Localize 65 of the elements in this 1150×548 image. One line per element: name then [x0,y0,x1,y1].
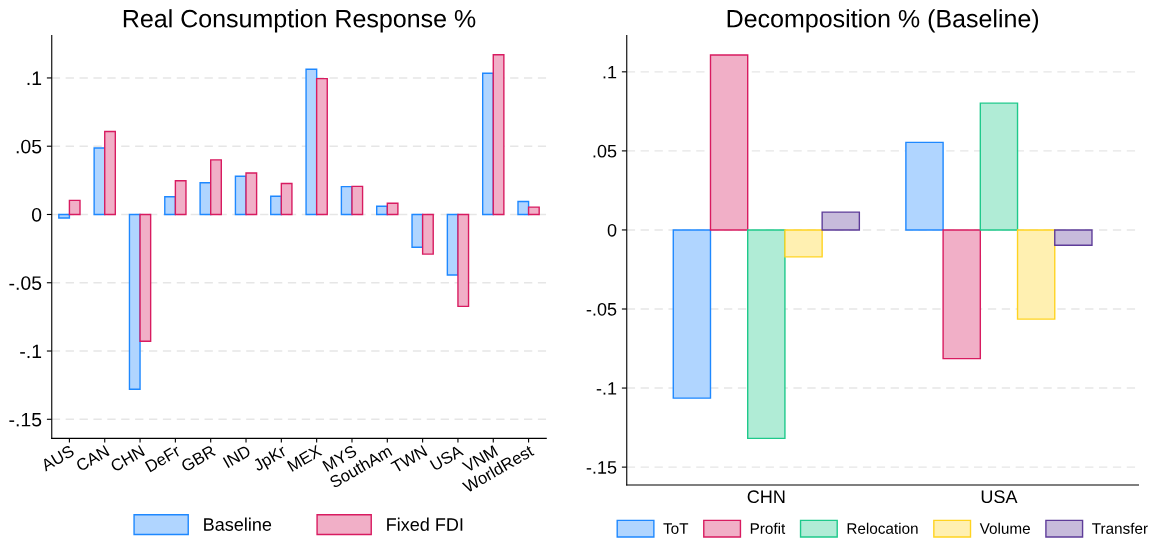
bar [93,147,106,216]
bar [457,213,470,308]
chart-title: Real Consumption Response % [123,9,476,33]
y-tick-label: -.05 [586,302,617,316]
x-tick-label: CAN [75,445,110,472]
y-tick-label: -.05 [9,276,42,290]
bar [164,196,177,216]
legend-label: Relocation [847,522,918,534]
x-tick-label: USA [981,490,1018,504]
bar [492,54,505,216]
legend-label: Transfer [1092,522,1148,534]
legend-label: Volume [979,522,1030,534]
bar [942,229,982,360]
bar [821,211,861,231]
y-tick-label: .05 [16,139,42,154]
bar [672,229,712,399]
bar [517,200,530,216]
bar [104,130,117,216]
bar [481,72,494,216]
bar [421,213,434,255]
bar [747,229,786,440]
chart-title: Decomposition % (Baseline) [727,9,1039,33]
y-tick-label: 0 [607,223,617,237]
x-tick-label: AUS [39,444,75,472]
bar [1054,229,1093,246]
bar [68,199,81,216]
y-tick-label: -.1 [20,344,42,359]
y-tick-label: .1 [603,65,617,79]
bar [305,68,318,216]
bar [199,182,212,216]
legend-label: Profit [750,522,786,534]
y-tick-label: .1 [27,71,42,85]
x-tick-label: TWN [390,445,428,474]
bar [709,54,749,231]
x-tick-label: IND [222,444,252,468]
y-tick-label: .05 [593,144,617,158]
bar [784,229,823,258]
bar [979,102,1019,231]
bar [210,159,222,216]
x-tick-label: USA [429,444,465,472]
bar [905,141,944,231]
bar [351,185,364,216]
bar [411,213,424,248]
legend-label: Fixed FDI [387,517,463,531]
bar [315,77,328,216]
x-tick-label: MEX [286,444,323,472]
x-tick-label: GBR [180,444,217,473]
legend-label: ToT [663,523,689,534]
legend-label: Baseline [204,517,272,531]
x-tick-label: CHN [747,490,785,504]
bar [270,195,283,216]
y-tick-label: 0 [31,207,42,222]
y-tick-label: -.15 [9,412,42,427]
bar [527,206,540,216]
x-tick-label: DeFr [144,444,182,473]
bar [174,180,187,216]
bar [139,213,152,342]
bar [1016,229,1056,320]
y-tick-label: -.1 [596,382,617,395]
bar [386,202,399,216]
y-tick-label: -.15 [586,461,617,474]
bar [280,182,293,216]
bar [58,213,71,219]
bar [245,172,258,216]
x-tick-label: CHN [109,445,145,473]
